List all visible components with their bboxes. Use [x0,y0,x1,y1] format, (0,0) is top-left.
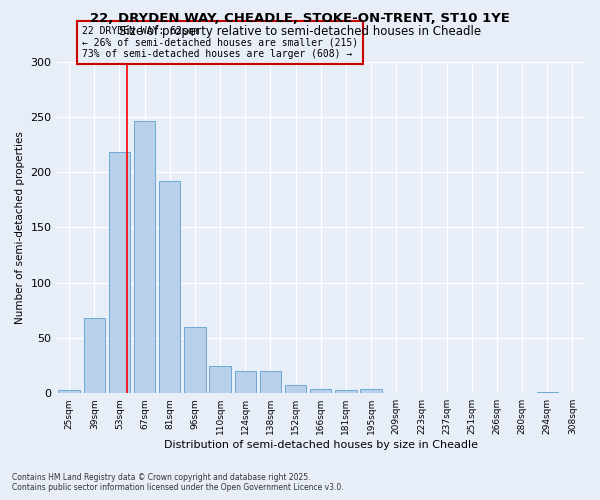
Bar [310,389,331,393]
Bar [335,390,356,393]
Bar [536,392,558,393]
Bar [109,152,130,393]
Bar [134,121,155,393]
Bar [159,181,181,393]
Bar [260,371,281,393]
Bar [285,386,307,393]
Text: Contains HM Land Registry data © Crown copyright and database right 2025.
Contai: Contains HM Land Registry data © Crown c… [12,473,344,492]
Bar [235,371,256,393]
Bar [184,327,206,393]
Bar [83,318,105,393]
X-axis label: Distribution of semi-detached houses by size in Cheadle: Distribution of semi-detached houses by … [164,440,478,450]
Text: 22 DRYDEN WAY: 62sqm
← 26% of semi-detached houses are smaller (215)
73% of semi: 22 DRYDEN WAY: 62sqm ← 26% of semi-detac… [82,26,358,60]
Text: 22, DRYDEN WAY, CHEADLE, STOKE-ON-TRENT, ST10 1YE: 22, DRYDEN WAY, CHEADLE, STOKE-ON-TRENT,… [90,12,510,26]
Bar [209,366,231,393]
Y-axis label: Number of semi-detached properties: Number of semi-detached properties [15,131,25,324]
Bar [361,389,382,393]
Bar [58,390,80,393]
Text: Size of property relative to semi-detached houses in Cheadle: Size of property relative to semi-detach… [119,25,481,38]
